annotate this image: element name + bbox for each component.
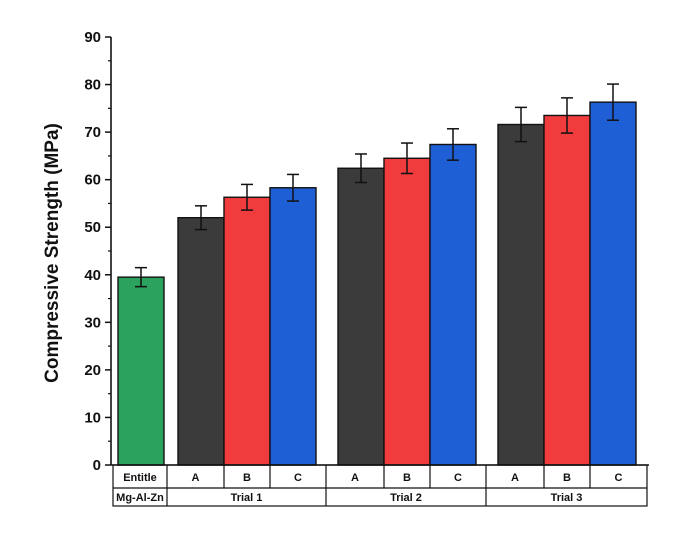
y-tick-label: 10	[84, 409, 101, 426]
y-tick-label: 60	[84, 172, 101, 189]
x-tick-label: B	[403, 472, 411, 484]
y-tick-label: 70	[84, 124, 101, 141]
bar-mg-al-zn-entitle	[117, 276, 165, 466]
bar-trial-3-c	[589, 101, 637, 466]
bar-trial-1-b	[223, 196, 271, 466]
x-tick-label: A	[511, 472, 519, 484]
category-table	[112, 464, 648, 507]
bar-trial-2-b	[383, 157, 431, 466]
y-tick-label: 0	[93, 457, 101, 474]
y-tick-label: 50	[84, 219, 101, 236]
bar-trial-1-a	[177, 217, 225, 466]
group-label: Trial 3	[551, 492, 583, 504]
bar-trial-2-c	[429, 143, 477, 466]
x-tick-label: B	[563, 472, 571, 484]
y-tick-label: 90	[84, 29, 101, 46]
bar-trial-2-a	[337, 167, 385, 466]
group-label: Trial 2	[390, 492, 422, 504]
x-tick-label: Entitle	[123, 472, 157, 484]
y-tick-label: 80	[84, 77, 101, 94]
x-tick-label: B	[243, 472, 251, 484]
x-tick-label: A	[192, 472, 200, 484]
bar-trial-3-a	[497, 123, 545, 466]
y-axis-title: Compressive Strength (MPa)	[42, 123, 63, 383]
y-tick-label: 30	[84, 314, 101, 331]
bar-trial-3-b	[543, 114, 591, 466]
x-tick-label: C	[615, 472, 623, 484]
x-tick-label: C	[454, 472, 462, 484]
x-tick-label: C	[294, 472, 302, 484]
group-label: Trial 1	[231, 492, 263, 504]
group-label: Mg-Al-Zn	[116, 492, 164, 504]
y-tick-label: 40	[84, 267, 101, 284]
bar-trial-1-c	[269, 187, 317, 466]
x-tick-label: A	[351, 472, 359, 484]
y-tick-label: 20	[84, 362, 101, 379]
